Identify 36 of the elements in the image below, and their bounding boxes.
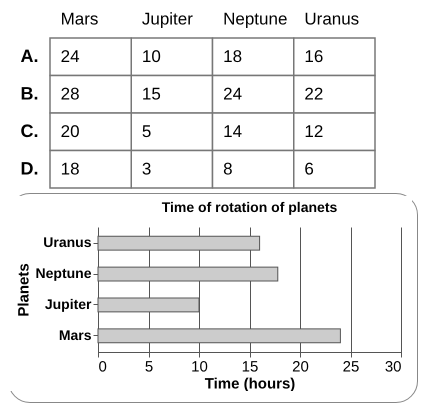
data-label: 22 — [304, 84, 324, 104]
y-tick-label: Jupiter — [44, 296, 92, 312]
y-tick-label: Neptune — [36, 265, 92, 282]
y-tick-label: B. — [20, 83, 38, 104]
y-tick-label: A. — [20, 46, 38, 66]
y-tick-label: Mars — [58, 326, 92, 343]
data-label: 8 — [223, 159, 233, 178]
data-label: 18 — [223, 46, 242, 66]
x-tick-label: 15 — [242, 358, 258, 376]
data-label: 6 — [304, 159, 314, 178]
x-tick-label: Jupiter — [142, 10, 194, 28]
data-label: 24 — [223, 84, 242, 104]
x-tick-label: 10 — [191, 358, 208, 376]
x-tick-label: 5 — [144, 358, 154, 376]
data-label: 5 — [142, 122, 152, 141]
x-tick-label: Neptune — [223, 10, 288, 28]
data-label: 14 — [223, 122, 242, 141]
data-label: 10 — [142, 46, 161, 66]
x-tick-label: 25 — [342, 358, 360, 376]
data-label: 18 — [60, 159, 80, 178]
x-tick-label: 30 — [384, 358, 402, 376]
y-tick-label: Uranus — [43, 234, 92, 250]
data-label: 15 — [142, 84, 161, 104]
data-label: 12 — [304, 122, 324, 141]
y-tick-label: D. — [20, 158, 38, 178]
y-tick-label: C. — [20, 120, 38, 141]
x-tick-label: Uranus — [304, 10, 360, 28]
x-tick-label: 0 — [98, 358, 107, 376]
y-axis-title: Planets — [16, 263, 32, 317]
data-label: 3 — [142, 159, 152, 178]
data-label: 16 — [304, 46, 324, 66]
chart-title: Time of rotation of planets — [162, 199, 338, 215]
data-label: 20 — [60, 122, 80, 141]
x-tick-label: 20 — [292, 358, 309, 376]
data-label: 28 — [60, 84, 80, 104]
data-label: 24 — [60, 46, 80, 66]
